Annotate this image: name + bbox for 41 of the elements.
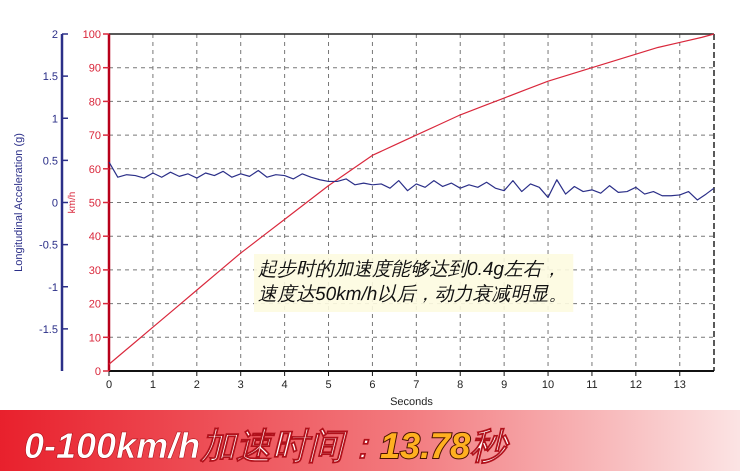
y-tick-label: 100: [82, 29, 101, 41]
x-tick-label: 0: [106, 379, 112, 391]
y2-tick-label: 2: [52, 29, 58, 41]
x-tick-label: 12: [630, 379, 642, 391]
x-tick-label: 11: [586, 379, 598, 391]
x-tick-label: 13: [674, 379, 686, 391]
y-tick-label: 60: [88, 164, 101, 176]
y2-tick-label: -1.5: [39, 324, 58, 336]
x-tick-label: 4: [282, 379, 288, 391]
y2-tick-label: 1.5: [42, 71, 58, 84]
y-tick-label: 10: [88, 332, 101, 344]
y-tick-label: 30: [88, 264, 101, 277]
y-tick-label: 40: [88, 231, 101, 244]
line-series: [108, 161, 715, 201]
y2-tick-label: -0.5: [39, 240, 58, 252]
y2-tick-label: 0: [52, 198, 58, 210]
x-axis-title: Seconds: [390, 396, 434, 408]
line-series: [108, 33, 715, 365]
x-tick-label: 6: [369, 379, 376, 391]
x-tick-label: 2: [194, 379, 200, 391]
y2-axis-title: Longitudinal Acceleration (g): [13, 133, 25, 272]
annotation: 起步时的加速度能够达到0.4g左右，: [258, 258, 561, 280]
y-tick-label: 90: [88, 62, 101, 75]
y2-tick-label: 1: [52, 113, 58, 126]
x-tick-label: 8: [457, 379, 464, 391]
y2-tick-label: -1: [48, 282, 58, 294]
y-tick-label: 20: [88, 298, 101, 311]
x-tick-label: 5: [325, 379, 332, 391]
y-tick-label: 80: [88, 96, 101, 108]
x-tick-label: 9: [501, 379, 508, 391]
y-axis-title: km/h: [67, 192, 78, 214]
x-tick-label: 10: [542, 379, 554, 391]
y-tick-label: 0: [94, 366, 101, 378]
x-tick-label: 1: [150, 379, 156, 391]
text: 0-100km/h加速时间：13.78秒: [24, 425, 512, 466]
annotation: 速度达50km/h以后，动力衰减明显。: [258, 283, 568, 305]
y-tick-label: 70: [88, 130, 101, 142]
y2-tick-label: 0.5: [42, 155, 58, 168]
x-tick-label: 3: [238, 379, 244, 391]
x-tick-label: 7: [413, 379, 420, 391]
y-tick-label: 50: [88, 198, 101, 210]
